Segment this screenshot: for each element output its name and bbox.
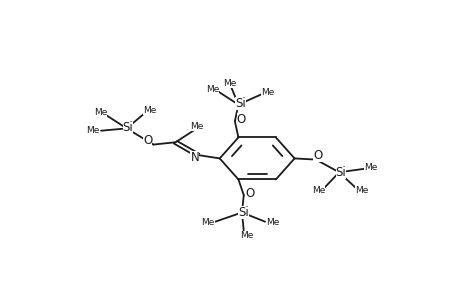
Text: O: O: [313, 149, 322, 162]
Text: Me: Me: [363, 164, 376, 172]
Text: Me: Me: [240, 231, 253, 240]
Text: Me: Me: [311, 186, 325, 195]
Text: Si: Si: [123, 122, 133, 134]
Text: Si: Si: [238, 206, 249, 219]
Text: Me: Me: [201, 218, 214, 227]
Text: Me: Me: [354, 186, 368, 195]
Text: Me: Me: [94, 108, 107, 117]
Text: N: N: [190, 152, 199, 164]
Text: O: O: [245, 188, 254, 200]
Text: Me: Me: [86, 126, 100, 135]
Text: Me: Me: [261, 88, 274, 97]
Text: Me: Me: [222, 79, 235, 88]
Text: Me: Me: [143, 106, 156, 115]
Text: Si: Si: [235, 98, 245, 110]
Text: Si: Si: [335, 166, 346, 179]
Text: O: O: [143, 134, 152, 147]
Text: Me: Me: [205, 85, 218, 94]
Text: O: O: [236, 113, 246, 126]
Text: Me: Me: [266, 218, 279, 227]
Text: Me: Me: [190, 122, 203, 131]
